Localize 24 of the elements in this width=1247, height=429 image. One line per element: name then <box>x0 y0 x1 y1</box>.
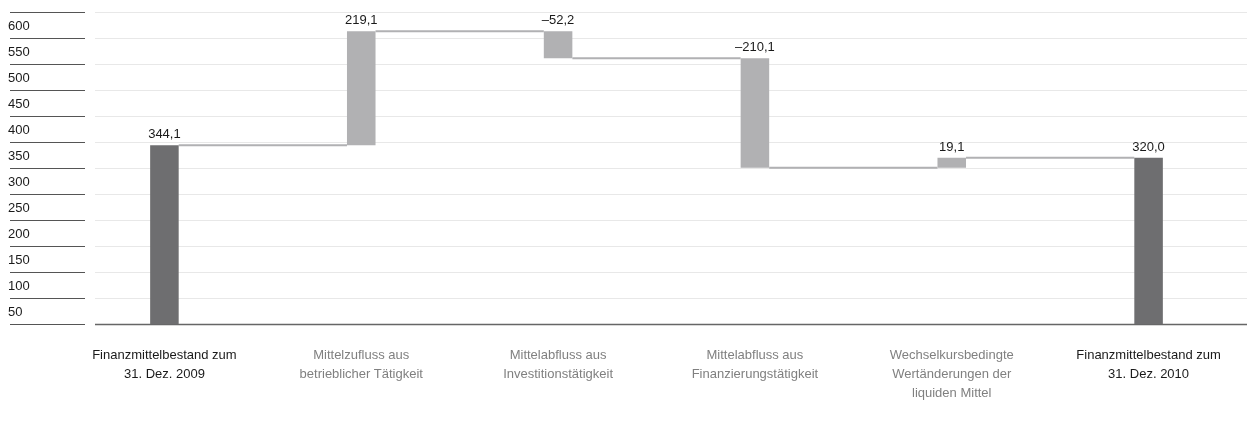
y-tick-label: 50 <box>8 303 23 319</box>
data-label: –210,1 <box>735 39 775 55</box>
data-label: 344,1 <box>148 126 181 142</box>
x-tick-label: Mittelabfluss aus Finanzierungstätigkeit <box>691 347 819 382</box>
y-tick-label: 500 <box>8 69 30 85</box>
data-label: –52,2 <box>541 12 575 28</box>
x-tick-label: Mittelabfluss aus Investitionstätigkeit <box>503 347 614 382</box>
data-label: 19,1 <box>939 138 965 154</box>
y-tick-label: 250 <box>8 199 30 215</box>
x-tick-label: Finanzmittelbestand zum 31. Dez. 2010 <box>1076 347 1221 382</box>
y-tick-label: 300 <box>8 173 30 189</box>
y-tick-label: 550 <box>8 43 30 59</box>
y-tick-label: 450 <box>8 95 30 111</box>
y-tick-label: 100 <box>8 277 30 293</box>
y-tick-label: 350 <box>8 147 30 163</box>
data-label: 320,0 <box>1132 138 1165 154</box>
data-label: 219,1 <box>344 12 378 28</box>
x-tick-label: Wechselkursbedingte Wertänderungen der liquiden Mittel <box>889 347 1014 401</box>
y-tick-label: 150 <box>8 251 30 267</box>
y-tick-label: 400 <box>8 121 30 137</box>
y-tick-label: 600 <box>8 17 30 33</box>
y-tick-label: 200 <box>8 225 30 241</box>
x-tick-label: Finanzmittelbestand zum 31. Dez. 2009 <box>92 347 237 382</box>
x-tick-label: Mittelzufluss aus betrieblicher Tätigkeit <box>299 347 424 382</box>
